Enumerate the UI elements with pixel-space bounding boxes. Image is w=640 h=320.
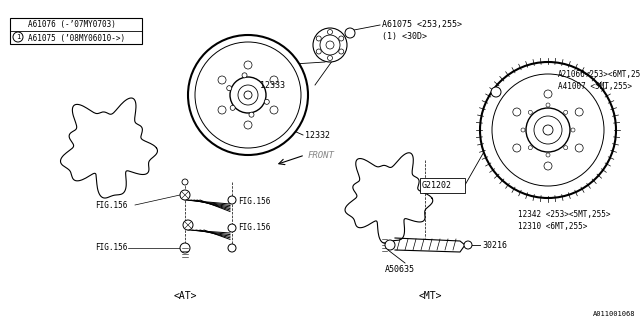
Circle shape — [180, 243, 190, 253]
Circle shape — [385, 240, 395, 250]
Circle shape — [546, 153, 550, 157]
Circle shape — [182, 179, 188, 185]
Circle shape — [218, 106, 226, 114]
Circle shape — [464, 241, 472, 249]
Text: 12333: 12333 — [260, 81, 285, 90]
FancyBboxPatch shape — [10, 18, 142, 44]
Circle shape — [575, 144, 583, 152]
Circle shape — [480, 62, 616, 198]
Text: FIG.156: FIG.156 — [238, 197, 270, 206]
Text: 12342 <253><5MT,255>: 12342 <253><5MT,255> — [518, 211, 611, 220]
Circle shape — [244, 91, 252, 99]
Circle shape — [228, 244, 236, 252]
Text: FIG.156: FIG.156 — [238, 223, 270, 233]
Text: A61075 <253,255>: A61075 <253,255> — [382, 20, 462, 29]
Circle shape — [218, 76, 226, 84]
Circle shape — [244, 121, 252, 129]
Text: 30216: 30216 — [482, 241, 507, 250]
Circle shape — [513, 144, 521, 152]
Text: FIG.156: FIG.156 — [95, 201, 127, 210]
Circle shape — [249, 112, 254, 117]
Circle shape — [328, 55, 333, 60]
Text: A41007 <5MT,255>: A41007 <5MT,255> — [558, 82, 632, 91]
Circle shape — [529, 146, 532, 150]
Circle shape — [270, 76, 278, 84]
Circle shape — [195, 42, 301, 148]
Text: <AT>: <AT> — [173, 291, 196, 301]
Circle shape — [491, 87, 501, 97]
Circle shape — [183, 220, 193, 230]
Text: FRONT: FRONT — [308, 150, 335, 159]
Circle shape — [564, 146, 568, 150]
Circle shape — [264, 99, 269, 104]
Text: 12310 <6MT,255>: 12310 <6MT,255> — [518, 222, 588, 231]
Text: A011001068: A011001068 — [593, 311, 635, 317]
Text: A61076 (-’07MY0703): A61076 (-’07MY0703) — [28, 20, 116, 29]
Circle shape — [339, 36, 344, 41]
Circle shape — [228, 224, 236, 232]
Circle shape — [227, 86, 232, 91]
Circle shape — [230, 77, 266, 113]
Circle shape — [564, 110, 568, 114]
Circle shape — [544, 90, 552, 98]
Circle shape — [188, 35, 308, 155]
Text: A50635: A50635 — [385, 266, 415, 275]
Text: (1) <30D>: (1) <30D> — [382, 31, 427, 41]
Circle shape — [571, 128, 575, 132]
Circle shape — [546, 103, 550, 107]
Circle shape — [244, 61, 252, 69]
Circle shape — [529, 110, 532, 114]
Text: A21066<253><6MT,255>: A21066<253><6MT,255> — [558, 70, 640, 79]
FancyBboxPatch shape — [420, 178, 465, 193]
Text: 12332: 12332 — [305, 131, 330, 140]
Text: FIG.156: FIG.156 — [95, 244, 127, 252]
Circle shape — [492, 74, 604, 186]
Text: A61075 (’08MY06010->): A61075 (’08MY06010->) — [28, 34, 125, 43]
Circle shape — [230, 105, 235, 110]
Circle shape — [316, 49, 321, 54]
Circle shape — [345, 28, 355, 38]
Circle shape — [544, 162, 552, 170]
Circle shape — [180, 190, 190, 200]
Circle shape — [228, 196, 236, 204]
Circle shape — [320, 35, 340, 55]
Circle shape — [534, 116, 562, 144]
Circle shape — [575, 108, 583, 116]
Circle shape — [316, 36, 321, 41]
Text: <MT>: <MT> — [419, 291, 442, 301]
Circle shape — [242, 73, 247, 78]
Text: 1: 1 — [16, 34, 20, 40]
Circle shape — [526, 108, 570, 152]
Circle shape — [513, 108, 521, 116]
Circle shape — [339, 49, 344, 54]
Circle shape — [238, 85, 258, 105]
Circle shape — [270, 106, 278, 114]
Circle shape — [543, 125, 553, 135]
Circle shape — [328, 29, 333, 35]
Text: G21202: G21202 — [422, 180, 452, 189]
Circle shape — [326, 41, 334, 49]
Circle shape — [313, 28, 347, 62]
Circle shape — [521, 128, 525, 132]
